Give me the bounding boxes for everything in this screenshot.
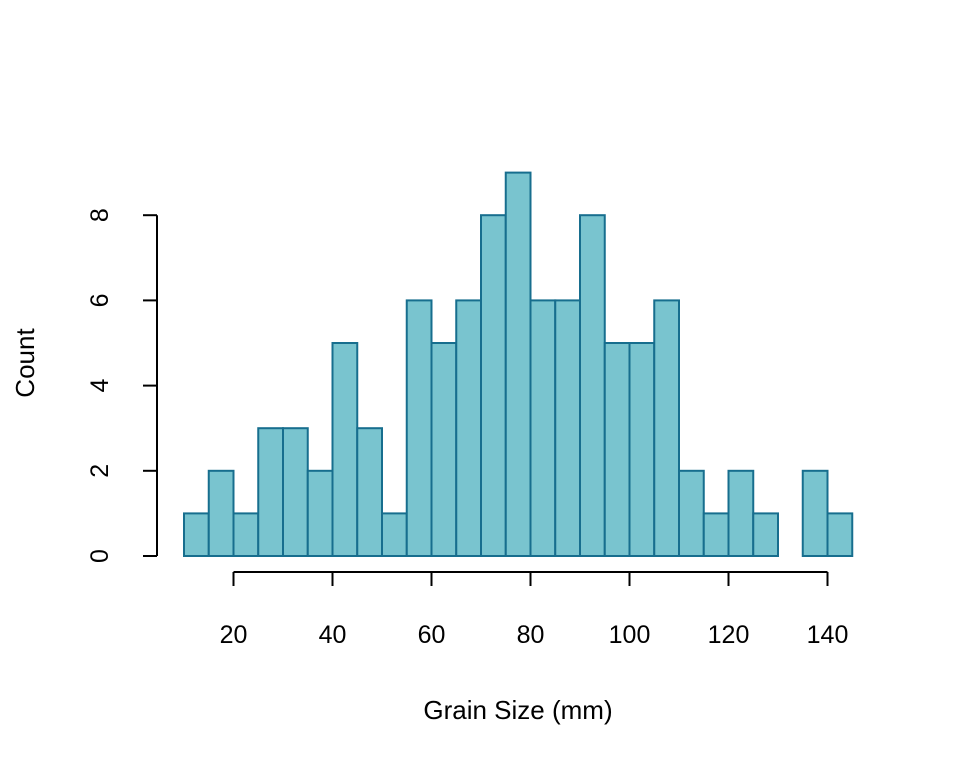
histogram-bar-15-20 (207, 469, 235, 557)
x-axis: 20 40 60 80 100 120 140 (220, 571, 849, 649)
histogram-bar-90-95 (579, 214, 606, 557)
histogram-bar-25-30 (257, 427, 284, 558)
histogram-bar-50-55 (381, 512, 408, 558)
y-axis: 0 2 4 6 8 (86, 208, 158, 563)
y-axis-title: Count (10, 328, 40, 398)
x-tick-label: 120 (708, 621, 750, 649)
x-tick-label: 140 (807, 621, 849, 649)
x-tick-label: 60 (418, 621, 446, 649)
histogram-bar-65-70 (455, 299, 482, 557)
histogram-bar-100-105 (628, 342, 656, 557)
histogram-bar-20-25 (232, 512, 260, 558)
histogram-bar-120-125 (727, 469, 755, 557)
histogram-bar-110-115 (678, 469, 705, 557)
histogram-bar-125-130 (752, 512, 779, 558)
histogram-bars (183, 171, 854, 558)
x-axis-title: Grain Size (mm) (423, 695, 612, 725)
histogram-bar-30-35 (282, 427, 309, 558)
y-tick-label: 6 (86, 293, 114, 307)
y-tick-label: 0 (86, 549, 114, 563)
histogram-bar-105-110 (653, 299, 680, 557)
histogram-bar-35-40 (306, 469, 334, 557)
histogram-bar-140-145 (826, 512, 854, 558)
histogram-bar-115-120 (702, 512, 730, 558)
y-tick-label: 2 (86, 464, 114, 478)
x-tick-label: 20 (220, 621, 248, 649)
histogram-bar-95-100 (603, 342, 631, 557)
histogram-bar-70-75 (480, 214, 507, 557)
x-tick-label: 100 (609, 621, 651, 649)
y-tick-label: 8 (86, 208, 114, 222)
histogram-bar-135-140 (801, 469, 829, 557)
histogram-bar-40-45 (331, 342, 359, 557)
x-tick-label: 80 (517, 621, 545, 649)
x-tick-label: 40 (319, 621, 347, 649)
histogram-bar-10-15 (183, 512, 210, 558)
y-tick-label: 4 (86, 379, 114, 393)
histogram-bar-60-65 (430, 342, 458, 557)
histogram-bar-85-90 (554, 299, 581, 557)
histogram-bar-45-50 (356, 427, 383, 558)
histogram-bar-80-85 (529, 299, 557, 557)
histogram-bar-55-60 (405, 299, 433, 557)
histogram-bar-75-80 (504, 171, 532, 557)
